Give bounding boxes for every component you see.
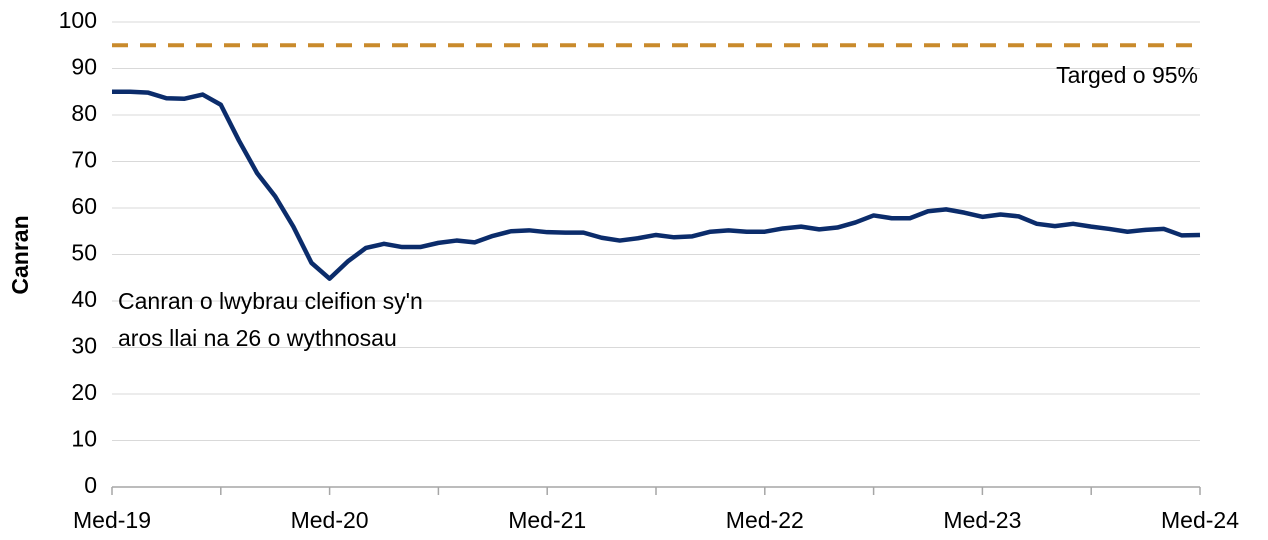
y-tick-label: 40 [71, 286, 97, 312]
y-axis-label: Canran [7, 215, 33, 294]
y-tick-label: 60 [71, 193, 97, 219]
series-label: aros llai na 26 o wythnosau [118, 325, 397, 351]
x-tick-label: Med-19 [73, 507, 151, 533]
x-tick-label: Med-21 [508, 507, 586, 533]
x-tick-label: Med-22 [726, 507, 804, 533]
y-tick-label: 80 [71, 100, 97, 126]
x-tick-label: Med-23 [943, 507, 1021, 533]
y-tick-label: 20 [71, 379, 97, 405]
data-line [112, 89, 1201, 281]
y-tick-label: 100 [59, 7, 97, 33]
target-label: Targed o 95% [1056, 62, 1198, 88]
y-tick-label: 50 [71, 240, 97, 266]
y-tick-label: 10 [71, 426, 97, 452]
series-label: Canran o lwybrau cleifion sy'n [118, 288, 423, 314]
y-tick-label: 90 [71, 54, 97, 80]
x-tick-label: Med-24 [1161, 507, 1239, 533]
x-tick-label: Med-20 [291, 507, 369, 533]
y-tick-label: 30 [71, 333, 97, 359]
y-tick-label: 0 [84, 472, 97, 498]
y-tick-label: 70 [71, 147, 97, 173]
